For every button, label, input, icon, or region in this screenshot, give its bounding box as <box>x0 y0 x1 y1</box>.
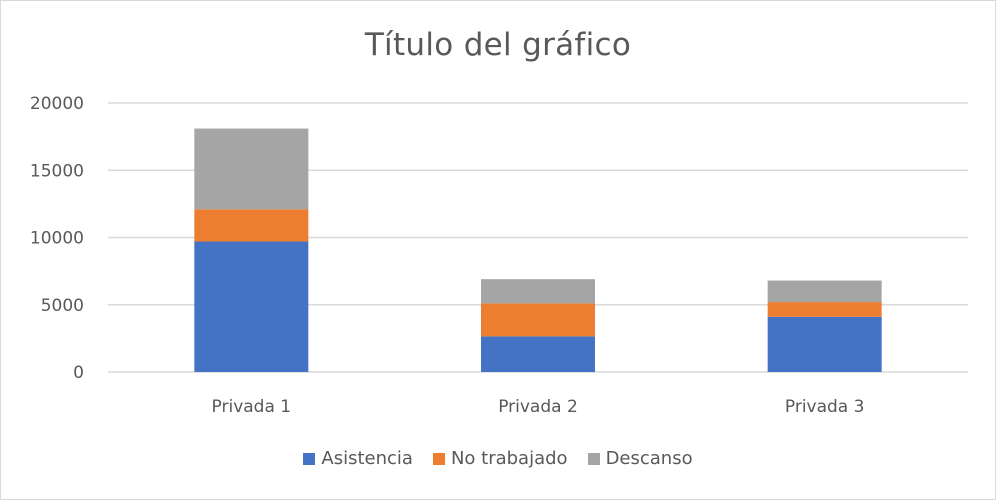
legend-label: No trabajado <box>450 448 568 469</box>
legend-item: Asistencia <box>303 448 413 469</box>
legend-label: Descanso <box>605 448 693 469</box>
bar-segment-no-trabajado-2 <box>481 303 595 337</box>
legend-item: No trabajado <box>432 448 568 469</box>
chart-title: Título del gráfico <box>364 27 632 63</box>
x-category-label: Privada 1 <box>212 397 292 417</box>
y-tick-label: 15000 <box>30 161 84 181</box>
bar-segment-descanso-2 <box>481 279 595 304</box>
legend-label: Asistencia <box>321 448 413 469</box>
x-category-label: Privada 2 <box>498 397 578 417</box>
x-axis-categories: Privada 1 Privada 2 Privada 3 <box>212 397 865 417</box>
bar-segment-asistencia-3 <box>767 316 882 372</box>
legend-swatch <box>303 452 316 465</box>
bar-segment-descanso-1 <box>194 128 309 210</box>
bar-segment-descanso-3 <box>767 280 882 303</box>
bar-segment-asistencia-1 <box>194 241 309 372</box>
legend-item: Descanso <box>587 448 693 469</box>
y-tick-label: 5000 <box>41 296 84 316</box>
bar-segment-no-trabajado-3 <box>767 302 882 317</box>
y-tick-label: 0 <box>73 363 84 383</box>
y-tick-label: 20000 <box>30 94 84 114</box>
x-category-label: Privada 3 <box>785 397 865 417</box>
bar-segment-no-trabajado-1 <box>194 209 309 242</box>
legend: Asistencia No trabajado Descanso <box>1 448 995 469</box>
y-axis-ticks: 0 5000 10000 15000 20000 <box>30 94 84 383</box>
y-tick-label: 10000 <box>30 229 84 249</box>
bar-segment-asistencia-2 <box>481 336 595 372</box>
legend-swatch <box>432 452 445 465</box>
bars <box>194 128 882 372</box>
legend-swatch <box>587 452 600 465</box>
